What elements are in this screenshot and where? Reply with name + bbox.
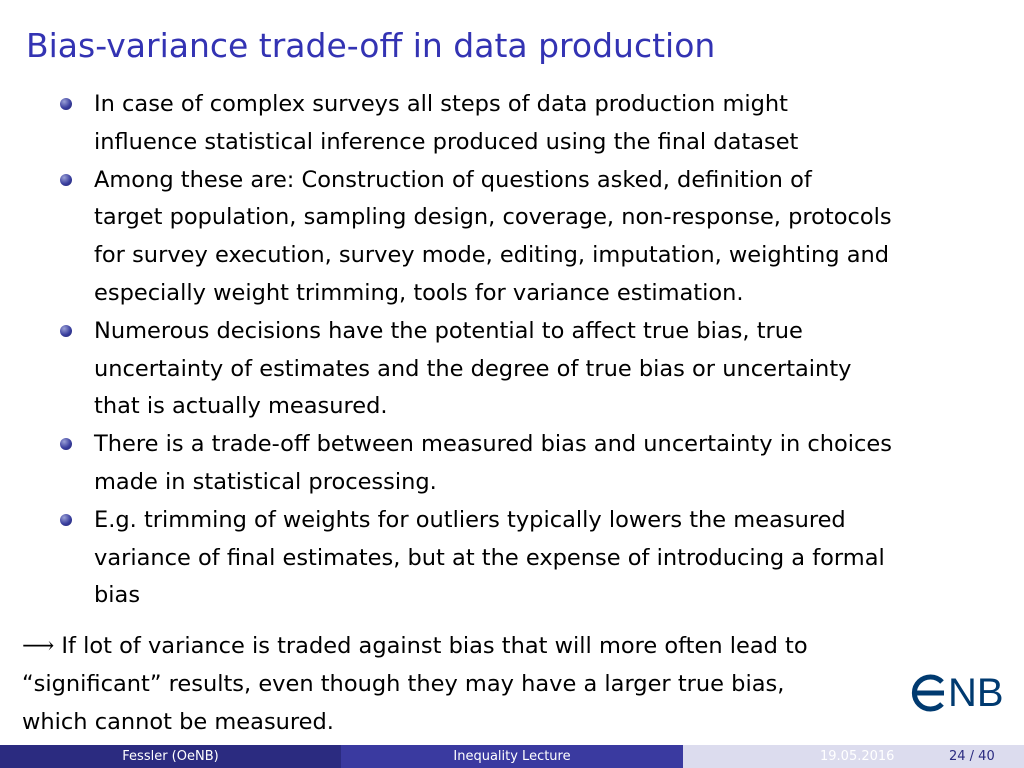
bullet-text-line: Among these are: Construction of questio… (94, 166, 812, 193)
conclusion-line: ⟶ If lot of variance is traded against b… (22, 628, 922, 666)
footer-page-number: 24 / 40 (949, 749, 995, 764)
bullet-item: E.g. trimming of weights for outliers ty… (60, 502, 1010, 615)
bullet-text-line: There is a trade-off between measured bi… (94, 431, 892, 458)
bullet-text-line: that is actually measured. (94, 393, 388, 420)
bullet-text-line: especially weight trimming, tools for va… (94, 279, 744, 306)
slide-title: Bias-variance trade-off in data producti… (26, 26, 716, 65)
conclusion-text: If lot of variance is traded against bia… (61, 633, 808, 659)
bullet-text-line: variance of final estimates, but at the … (94, 544, 885, 571)
bullet-marker-icon (60, 98, 72, 110)
oenb-logo-o-icon (911, 674, 944, 712)
bullet-marker-icon (60, 513, 72, 526)
bullet-item: There is a trade-off between measured bi… (60, 426, 1010, 502)
bullet-marker-icon (60, 173, 72, 186)
bullet-text-line: E.g. trimming of weights for outliers ty… (94, 506, 846, 533)
oenb-logo-letters: NB (948, 671, 1004, 715)
conclusion-block: ⟶ If lot of variance is traded against b… (22, 628, 922, 741)
bullet-text-line: In case of complex surveys all steps of … (94, 91, 789, 117)
bullet-text-line: for survey execution, survey mode, editi… (94, 242, 890, 269)
footer-title: Inequality Lecture (341, 745, 683, 768)
bullet-marker-icon (60, 438, 72, 451)
bullet-list: In case of complex surveys all steps of … (60, 86, 1010, 615)
bullet-item: Among these are: Construction of questio… (60, 162, 1010, 313)
footer-author: Fessler (OeNB) (0, 745, 341, 768)
footer-info: 19.05.2016 24 / 40 (683, 745, 1024, 768)
bullet-marker-icon (60, 324, 72, 337)
footer-date: 19.05.2016 (820, 749, 895, 764)
bullet-text-line: Numerous decisions have the potential to… (94, 317, 803, 344)
long-right-arrow-icon: ⟶ (22, 633, 55, 659)
conclusion-line: which cannot be measured. (22, 708, 334, 735)
bullet-text-line: made in statistical processing. (94, 468, 437, 495)
bullet-item: Numerous decisions have the potential to… (60, 313, 1010, 426)
conclusion-line: “significant” results, even though they … (22, 670, 785, 697)
bullet-text-line: uncertainty of estimates and the degree … (94, 355, 852, 382)
oenb-logo: NB (906, 671, 1016, 715)
bullet-text-line: target population, sampling design, cove… (94, 204, 892, 231)
footer-bar: Fessler (OeNB) Inequality Lecture 19.05.… (0, 745, 1024, 768)
bullet-text-line: influence statistical inference produced… (94, 128, 799, 155)
bullet-text-line: bias (94, 582, 141, 609)
bullet-item: In case of complex surveys all steps of … (60, 86, 1010, 162)
